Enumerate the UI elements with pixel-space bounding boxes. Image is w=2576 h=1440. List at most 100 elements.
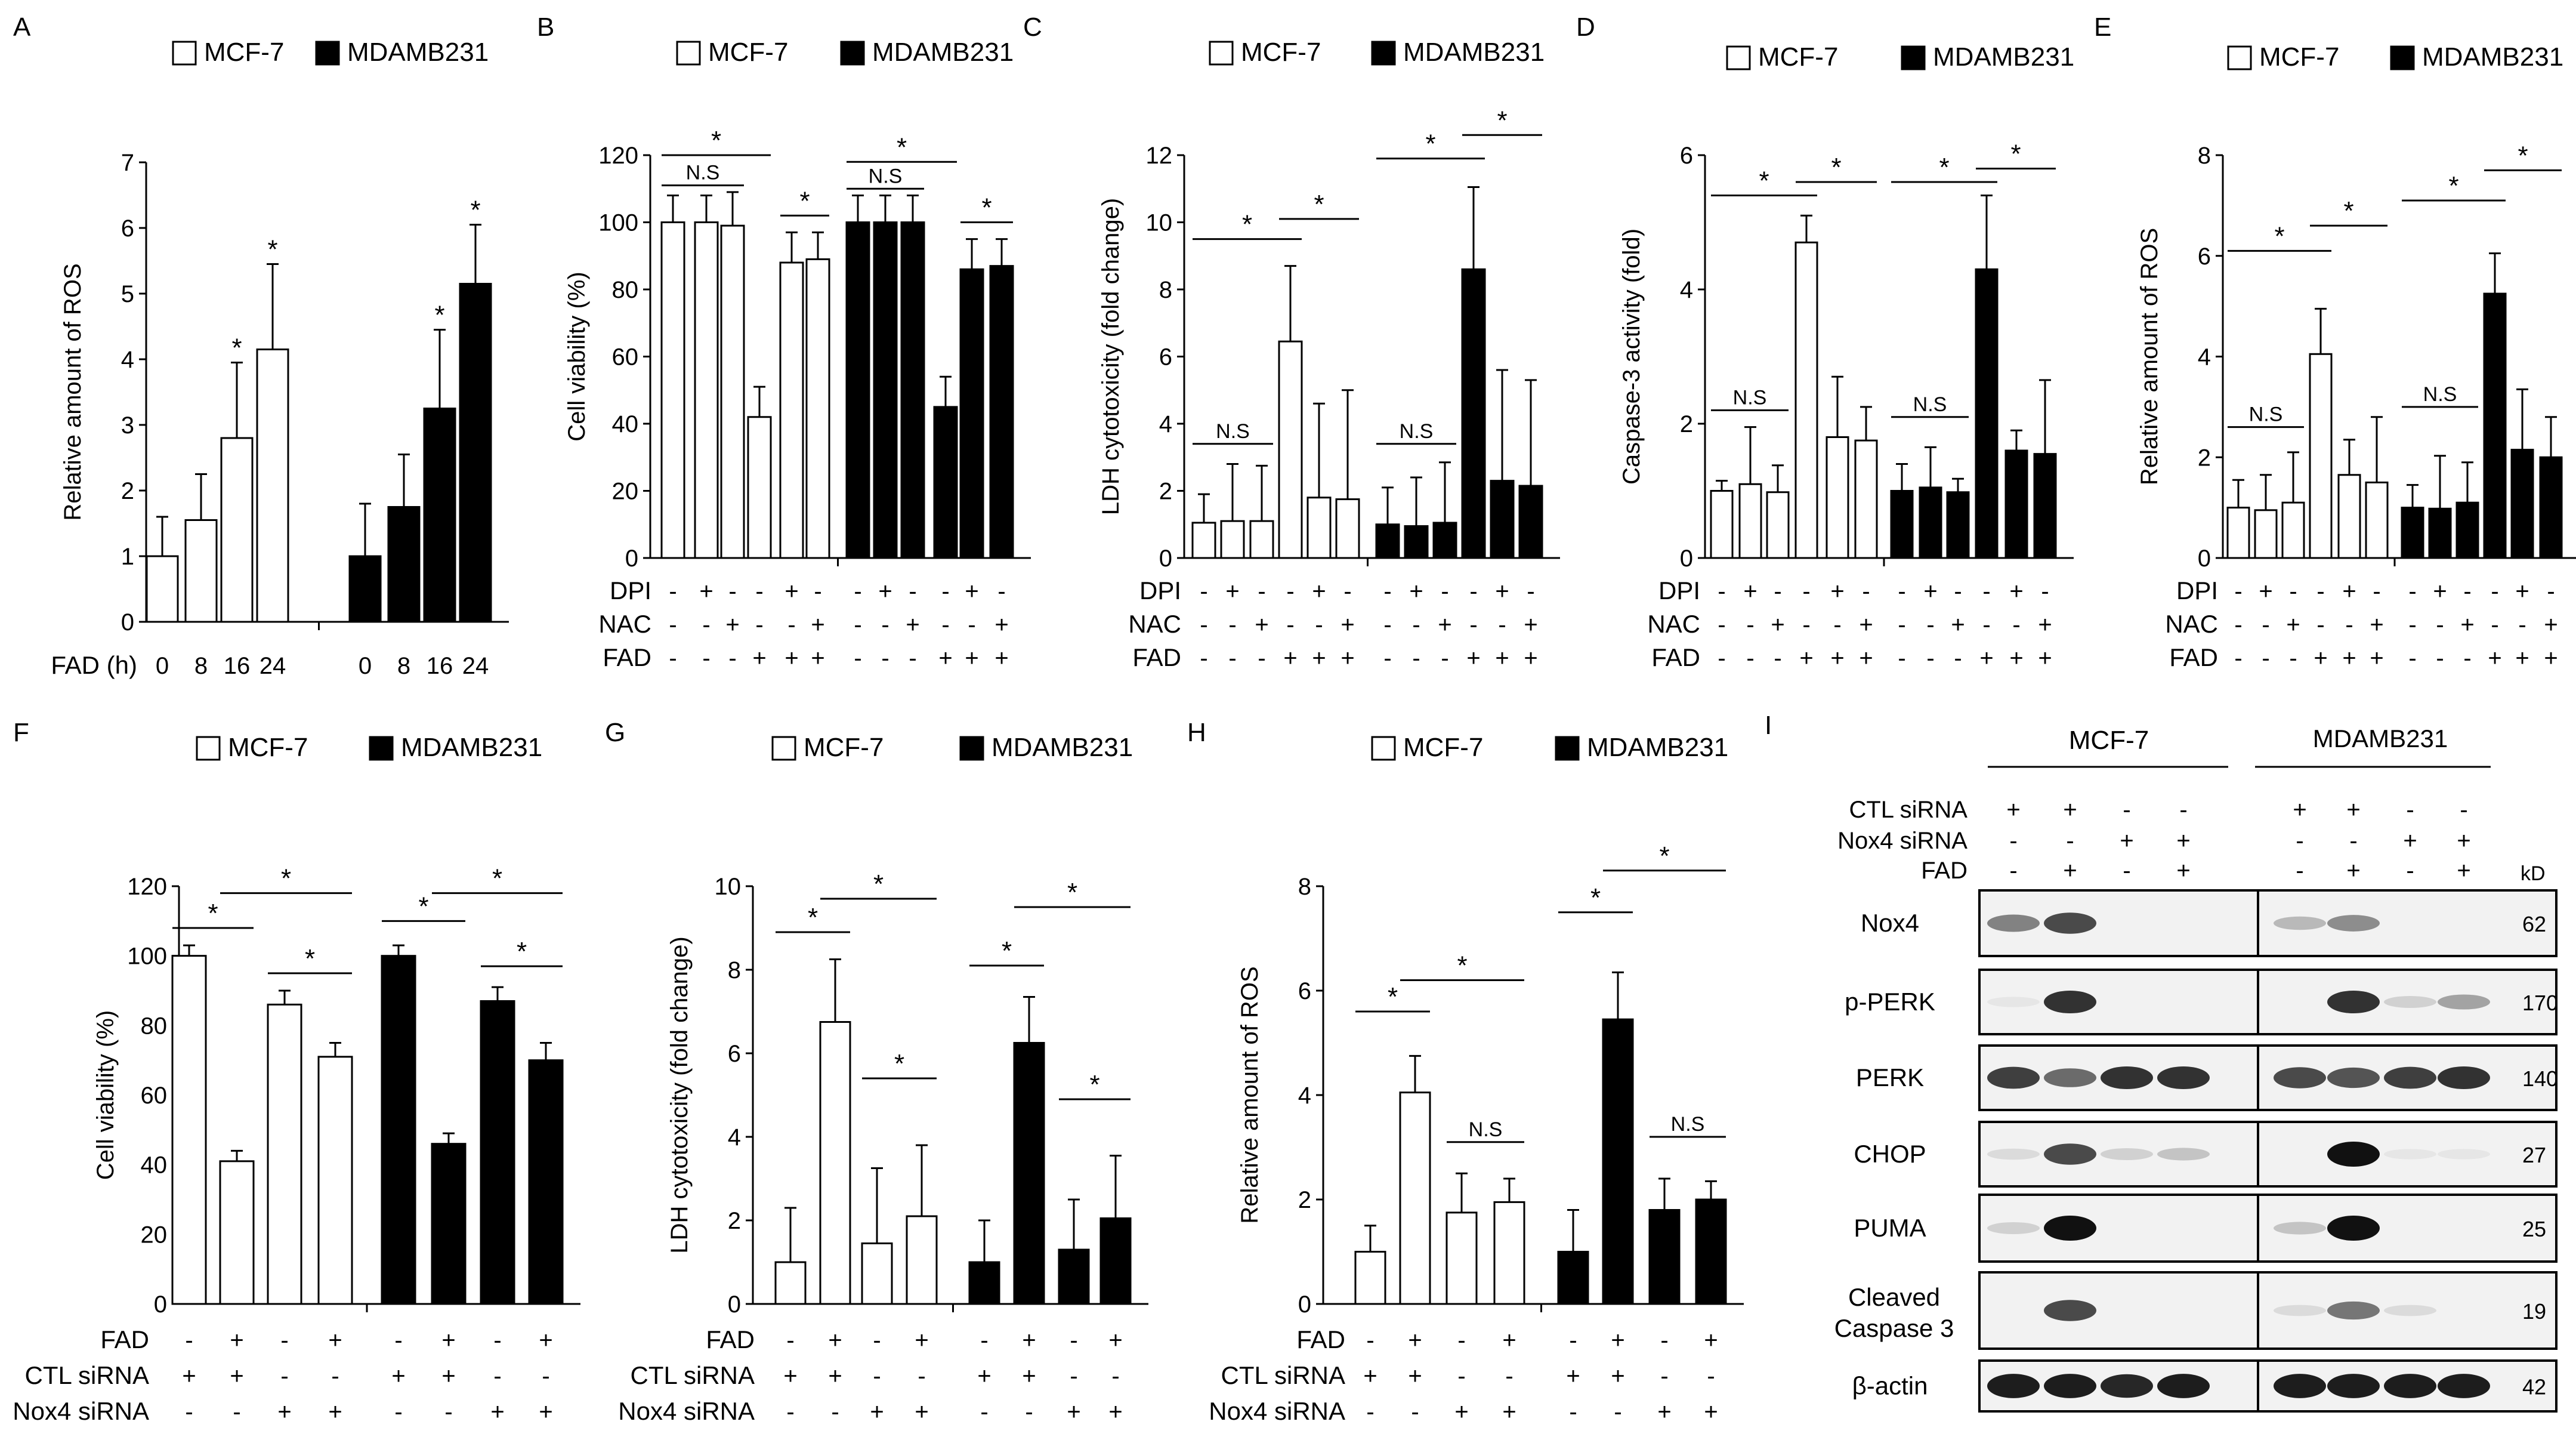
condition-symbol: + [1524, 645, 1537, 671]
not-significant-label: N.S [1733, 387, 1767, 409]
condition-label: NAC [1128, 610, 1181, 638]
condition-symbol: + [915, 1327, 928, 1353]
condition-symbol: + [2009, 578, 2023, 605]
y-tick-label: 10 [1146, 210, 1173, 236]
condition-symbol: + [539, 1327, 552, 1353]
condition-label: FAD [100, 1325, 149, 1353]
blot-band [2044, 1068, 2096, 1087]
blot-condition-symbol: - [2406, 858, 2414, 884]
condition-label: NAC [598, 610, 651, 638]
bar-D-mdamb231-4 [1975, 268, 1999, 559]
legend-swatch-mcf7 [196, 736, 221, 761]
condition-symbol: + [994, 645, 1008, 671]
blot-band [2438, 994, 2490, 1010]
condition-symbol: - [1070, 1363, 1077, 1389]
condition-symbol: + [1799, 645, 1813, 671]
blot-condition-symbol: - [2009, 858, 2017, 884]
condition-symbol: - [1614, 1399, 1621, 1425]
legend-swatch-mdamb231 [315, 41, 340, 66]
blot-kd-value: 170 [2522, 991, 2558, 1015]
condition-symbol: + [1340, 645, 1354, 671]
condition-symbol: - [1258, 645, 1265, 671]
y-tick-label: 4 [121, 347, 134, 373]
condition-symbol: + [1495, 578, 1509, 605]
bar-C-mdamb231-6 [1518, 485, 1543, 559]
condition-label: FAD [1296, 1325, 1345, 1353]
blot-condition-symbol: + [2293, 797, 2306, 823]
condition-symbol: + [1312, 645, 1326, 671]
condition-symbol: - [1898, 612, 1905, 638]
significance-star: * [1939, 153, 1949, 182]
y-axis-label: Relative amount of ROS [1237, 966, 1263, 1223]
y-tick-label: 2 [2198, 445, 2211, 471]
condition-symbol: + [1312, 578, 1326, 605]
bar-E-mdamb231-6 [2539, 456, 2563, 559]
legend-swatch-mdamb231 [2390, 45, 2415, 70]
bar-E-mdamb231-3 [2455, 501, 2479, 559]
condition-label: DPI [1658, 576, 1700, 605]
condition-symbol: + [2515, 645, 2529, 671]
condition-label: CTL siRNA [25, 1361, 149, 1389]
condition-symbol: + [915, 1399, 928, 1425]
blot-band [2384, 996, 2436, 1008]
blot-row-label: p-PERK [1845, 988, 1935, 1016]
condition-symbol: - [1982, 612, 1990, 638]
legend-label-mcf7: MCF-7 [708, 38, 788, 67]
bar-E-mcf7-4 [2309, 353, 2333, 559]
condition-symbol: + [441, 1363, 455, 1389]
blot-band [1987, 1374, 2040, 1398]
condition-symbol: - [185, 1399, 193, 1425]
bar-F-mcf7-4 [317, 1056, 353, 1305]
condition-symbol: - [1025, 1399, 1033, 1425]
bar-D-mdamb231-5 [2004, 449, 2028, 559]
condition-symbol: + [811, 612, 824, 638]
blot-band [2101, 1148, 2153, 1160]
bar-F-mcf7-2 [219, 1160, 255, 1305]
blot-band [1987, 914, 2040, 932]
condition-symbol: - [702, 612, 710, 638]
bar-G-mcf7-1 [774, 1261, 807, 1305]
bar-B-mdamb231-3 [900, 221, 925, 559]
condition-symbol: - [1802, 612, 1810, 638]
bar-C-mdamb231-1 [1375, 523, 1400, 559]
bar-B-mcf7-6 [805, 258, 830, 559]
blot-condition-symbol: - [2009, 828, 2017, 854]
blot-band [2438, 1066, 2490, 1090]
y-tick-label: 40 [612, 411, 639, 437]
blot-membrane-mcf7 [1978, 1271, 2279, 1350]
significance-star: * [1759, 166, 1769, 196]
bar-A-mcf7-4 [256, 349, 289, 623]
bar-F-mdamb231-3 [480, 1000, 515, 1305]
blot-band [2384, 1374, 2436, 1398]
condition-symbol: - [2436, 612, 2444, 638]
bar-E-mdamb231-5 [2510, 449, 2534, 559]
significance-star: * [267, 235, 277, 264]
condition-symbol: 0 [156, 653, 169, 679]
not-significant-label: N.S [2249, 403, 2283, 426]
condition-symbol: - [1833, 612, 1841, 638]
bar-B-mcf7-1 [660, 221, 685, 559]
y-tick-label: 6 [728, 1041, 741, 1067]
bar-D-mcf7-6 [1854, 439, 1878, 559]
blot-band [2384, 1149, 2436, 1160]
blot-row-label: Cleaved Caspase 3 [1834, 1283, 1954, 1342]
blot-membrane-mcf7 [1978, 969, 2279, 1035]
not-significant-label: N.S [1400, 420, 1434, 443]
significance-star: * [1457, 951, 1467, 980]
legend-swatch-mdamb231 [1555, 736, 1580, 761]
condition-symbol: - [394, 1399, 402, 1425]
condition-symbol: + [965, 645, 978, 671]
condition-symbol: - [2041, 578, 2049, 605]
condition-symbol: + [1454, 1399, 1468, 1425]
condition-symbol: + [2286, 612, 2300, 638]
bar-E-mcf7-1 [2226, 507, 2250, 559]
condition-symbol: - [881, 612, 889, 638]
condition-label: FAD (h) [51, 651, 137, 679]
condition-symbol: - [854, 578, 861, 605]
blot-condition-symbol: - [2296, 858, 2303, 884]
blot-row-label-line: Caspase 3 [1834, 1314, 1954, 1342]
condition-symbol: - [814, 578, 821, 605]
panel-E: E MCF-7 MDAMB231 0 2 4 6 8 Relative amount of RO… [2094, 13, 2576, 671]
bar-A-mdamb231-3 [423, 408, 456, 623]
